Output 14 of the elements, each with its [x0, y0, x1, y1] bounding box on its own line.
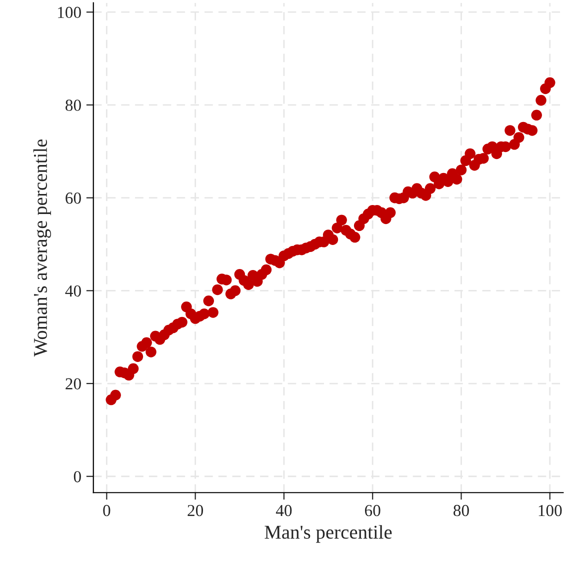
x-tick-label: 80	[454, 504, 469, 516]
y-tick-label: 100	[58, 6, 81, 18]
x-tick-label: 20	[188, 504, 204, 516]
x-tick-label: 40	[276, 504, 292, 516]
y-axis-title: Woman's average percentile	[33, 139, 52, 357]
y-tick-label: 20	[66, 378, 81, 390]
y-tick-label: 40	[65, 285, 81, 297]
y-tick-label: 80	[66, 100, 81, 111]
x-axis-title: Man's percentile	[264, 525, 392, 543]
y-tick-label: 0	[74, 471, 81, 482]
x-tick-label: 100	[538, 504, 562, 516]
x-tick-label: 60	[364, 504, 380, 516]
y-tick-label: 60	[66, 192, 81, 204]
x-tick-label: 0	[103, 504, 110, 516]
